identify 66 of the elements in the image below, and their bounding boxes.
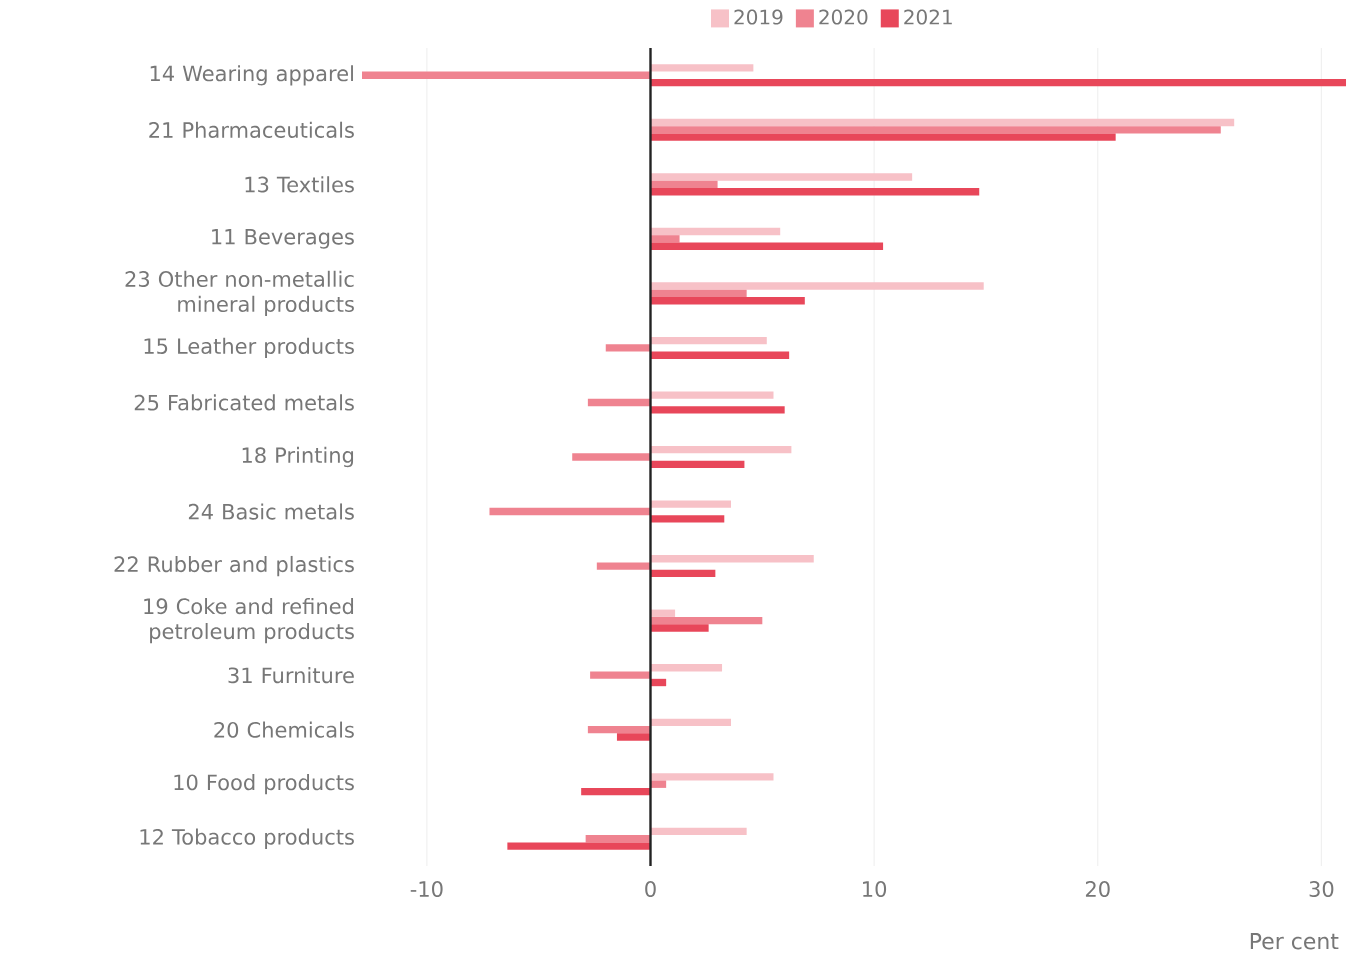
bar [596,562,651,570]
bar [650,78,1347,87]
bar [650,242,884,250]
legend-label: 2020 [819,9,868,25]
bar [650,616,763,625]
x-tick-label: 20 [1085,881,1110,897]
bar [650,336,767,345]
bar [587,726,651,734]
y-tick-label: 20 Chemicals [214,721,354,738]
bar [650,227,781,236]
y-tick-label: 11 Beverages [212,229,354,249]
bar [650,133,1116,141]
bar [650,126,1221,134]
x-tick-label: 30 [1309,881,1334,897]
y-tick-label: 31 Furniture [228,667,354,684]
y-tick-label: 10 Food products [174,774,354,795]
y-tick-label: 21 Pharmaceuticals [149,121,354,138]
bar [650,289,747,298]
bar [590,671,651,679]
bar [650,406,785,414]
y-tick-label: 19 Coke and refined petroleum products [144,597,354,644]
bar [650,718,732,726]
legend-label: 2021 [904,9,952,25]
bar [650,188,980,196]
y-tick-label: 15 Leather products [144,337,354,359]
bar [650,773,774,781]
y-tick-label: 23 Other non-metallic mineral products [125,270,354,317]
x-tick-label: -10 [410,881,443,897]
bar [650,515,725,523]
bar [650,180,718,189]
bar [650,64,754,72]
bar [650,664,723,672]
bar [587,398,651,407]
bar [650,173,913,181]
bar [650,624,709,632]
y-tick-label: 12 Tobacco products [140,828,354,849]
bar [650,297,805,305]
bar [362,71,651,79]
bar [581,787,651,796]
bar [572,453,651,461]
x-axis-title: Per cent [1250,933,1339,950]
y-tick-label: 13 Textiles [245,176,354,193]
bar [489,507,651,516]
y-tick-label: 18 Printing [242,446,354,468]
x-tick-label: 10 [863,881,887,897]
bar [650,282,984,290]
bar [650,827,747,836]
bar [650,235,680,243]
bar [650,351,790,359]
bar [650,569,716,578]
y-tick-label: 25 Fabricated metals [134,394,354,411]
bar [650,500,732,508]
bar [616,733,651,741]
bar [650,555,814,563]
legend-label: 2019 [734,9,783,25]
bar [650,391,774,399]
y-tick-label: 24 Basic metals [188,503,354,520]
bar [507,842,651,850]
y-tick-label: 14 Wearing apparel [150,65,353,86]
bar [650,460,745,469]
bar [650,118,1235,127]
y-tick-label: 22 Rubber and plastics [114,555,354,577]
bar [605,344,651,352]
bar [585,835,651,843]
x-tick-label: 0 [645,881,656,897]
bar [650,445,792,454]
